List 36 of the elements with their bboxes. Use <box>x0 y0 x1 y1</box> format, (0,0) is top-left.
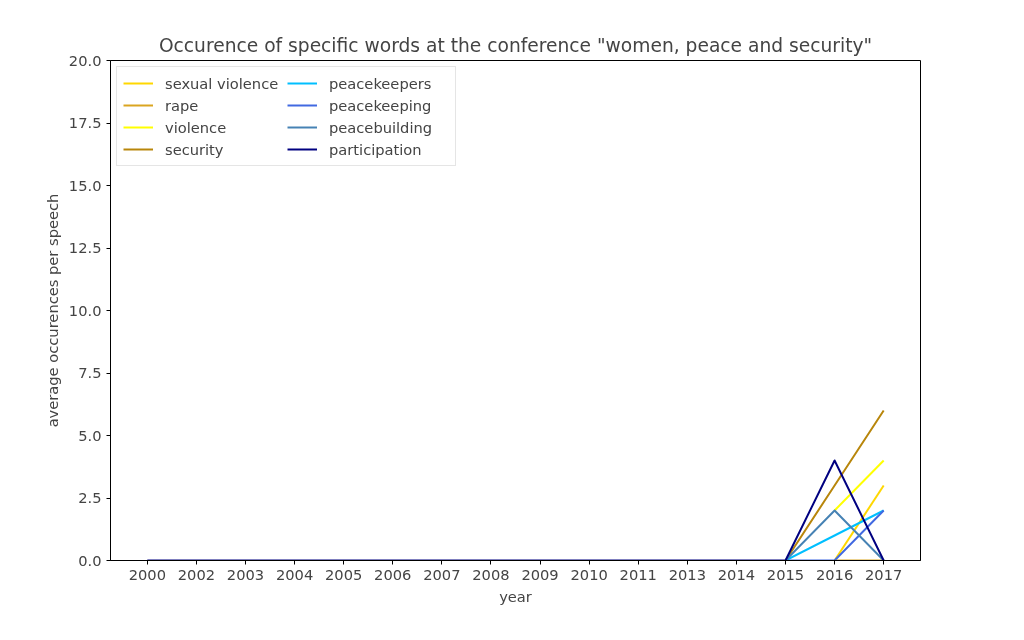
x-tick-label: 2007 <box>423 565 461 583</box>
x-tick-label: 2002 <box>177 565 216 583</box>
x-tick-label: 2000 <box>128 565 166 583</box>
y-tick-label: 5.0 <box>78 426 102 444</box>
y-tick-label: 2.5 <box>78 489 102 506</box>
x-tick-label: 2011 <box>619 565 657 583</box>
x-tick-label: 2014 <box>717 565 756 583</box>
legend-label: peacebuilding <box>329 118 434 136</box>
y-tick-label: 7.5 <box>78 364 102 381</box>
y-tick-label: 17.5 <box>68 114 102 131</box>
legend-label: sexual violence <box>165 74 280 92</box>
legend-label: security <box>165 140 225 158</box>
x-tick-label: 2004 <box>275 565 314 583</box>
chart-title: Occurence of specific words at the conference "women, peace and security" <box>158 34 873 56</box>
legend-label: rape <box>165 96 200 114</box>
y-tick-label: 20.0 <box>68 51 102 69</box>
x-tick-label: 2016 <box>815 565 854 583</box>
legend-label: peacekeepers <box>329 74 433 92</box>
legend-label: peacekeeping <box>329 96 433 114</box>
x-tick-label: 2017 <box>865 565 903 583</box>
x-tick-label: 2010 <box>570 565 608 583</box>
y-tick-label: 15.0 <box>68 176 102 194</box>
legend-label: participation <box>329 140 423 158</box>
x-tick-label: 2006 <box>374 565 412 583</box>
x-tick-label: 2003 <box>226 565 265 583</box>
x-tick-label: 2008 <box>472 565 510 583</box>
y-tick-label: 10.0 <box>68 301 102 319</box>
y-tick-label: 12.5 <box>68 239 102 256</box>
x-axis-title: year <box>499 587 533 605</box>
x-tick-label: 2013 <box>668 565 706 583</box>
y-tick-label: 0.0 <box>78 551 102 569</box>
y-axis-title: average occurences per speech <box>43 193 61 428</box>
legend-label: violence <box>165 118 228 136</box>
x-tick-label: 2015 <box>766 565 805 583</box>
x-tick-label: 2009 <box>521 565 559 583</box>
x-tick-label: 2005 <box>325 565 363 583</box>
